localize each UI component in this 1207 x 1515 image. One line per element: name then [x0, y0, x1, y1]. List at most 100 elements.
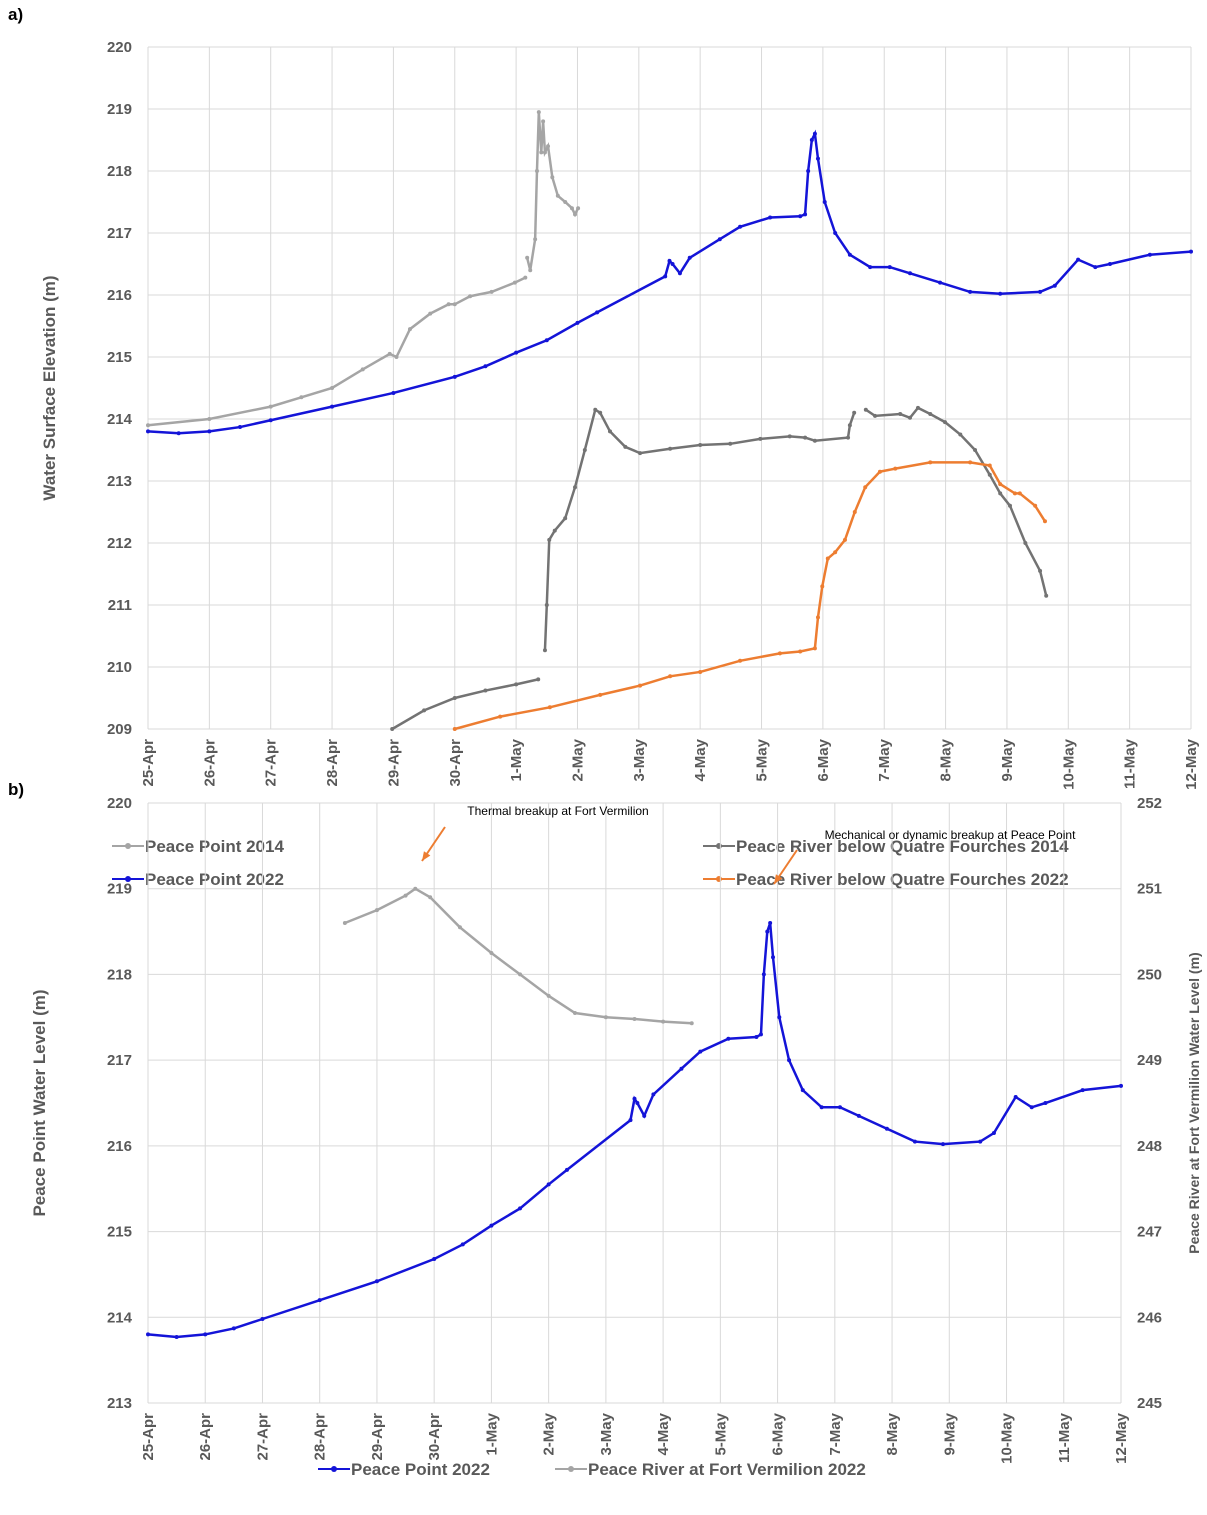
data-point — [754, 1035, 759, 1039]
data-point — [534, 169, 539, 173]
data-point — [544, 603, 549, 607]
data-point — [1189, 249, 1193, 254]
series-line — [147, 129, 1192, 435]
data-point — [809, 138, 814, 142]
y2-tick-label: 249 — [1137, 1052, 1162, 1069]
data-point — [1147, 252, 1152, 257]
data-point — [877, 469, 882, 474]
data-point — [595, 310, 600, 315]
data-point — [422, 708, 427, 713]
data-point — [514, 350, 519, 355]
legend-label: Peace River at Fort Vermilion 2022 — [588, 1460, 866, 1479]
data-point — [820, 584, 825, 589]
data-point — [635, 1101, 640, 1105]
data-point — [893, 466, 898, 471]
data-point — [299, 395, 304, 400]
data-point — [887, 265, 892, 270]
data-point — [651, 1092, 656, 1097]
data-point — [489, 1223, 494, 1228]
data-point — [146, 1332, 150, 1337]
data-point — [1042, 519, 1047, 524]
data-point — [533, 237, 538, 242]
data-point — [428, 895, 433, 900]
y-tick-label: 209 — [107, 721, 132, 738]
x-tick-label: 30-Apr — [447, 739, 464, 787]
data-point — [468, 294, 473, 299]
series-line — [147, 922, 1122, 1339]
data-point — [603, 1015, 608, 1020]
data-point — [912, 1139, 917, 1144]
data-point — [847, 423, 852, 428]
data-point — [978, 1139, 983, 1144]
x-tick-label: 10-May — [999, 1412, 1016, 1464]
data-point — [146, 423, 150, 428]
data-point — [550, 175, 555, 180]
x-tick-label: 9-May — [941, 1412, 958, 1455]
data-point — [489, 289, 494, 294]
data-point — [176, 431, 181, 436]
data-point — [539, 150, 544, 155]
data-point — [758, 1032, 763, 1037]
data-point — [1038, 289, 1043, 294]
data-point — [787, 1058, 792, 1063]
data-point — [518, 1206, 523, 1211]
data-point — [552, 528, 557, 533]
data-point — [391, 390, 396, 395]
data-point — [374, 1279, 379, 1284]
data-point — [403, 893, 408, 898]
y2-tick-label: 248 — [1137, 1138, 1162, 1155]
data-point — [623, 444, 628, 449]
data-point — [394, 355, 399, 359]
data-point — [1052, 283, 1057, 288]
data-point — [833, 231, 838, 235]
data-point — [489, 951, 494, 955]
x-tick-label: 5-May — [754, 738, 771, 781]
y-tick-label: 218 — [107, 163, 132, 180]
data-point — [991, 1131, 996, 1135]
data-point — [432, 1257, 437, 1261]
data-point — [582, 448, 587, 452]
data-point — [768, 921, 773, 925]
legend-marker — [125, 876, 131, 882]
data-point — [1023, 541, 1028, 545]
x-tick-label: 7-May — [876, 738, 893, 781]
x-tick-label: 1-May — [483, 1412, 500, 1455]
data-point — [642, 1113, 647, 1118]
data-point — [452, 302, 457, 307]
y-tick-label: 215 — [107, 1224, 132, 1241]
series-line — [391, 678, 539, 731]
data-point — [374, 908, 379, 913]
data-point — [483, 364, 488, 369]
y2-tick-label: 246 — [1137, 1309, 1162, 1326]
data-point — [815, 156, 820, 161]
data-point — [1008, 503, 1013, 508]
data-point — [787, 434, 792, 439]
data-point — [812, 438, 817, 443]
panel-label: b) — [8, 780, 24, 799]
data-point — [598, 692, 603, 697]
data-point — [546, 1182, 551, 1187]
data-point — [446, 302, 451, 307]
data-point — [915, 405, 920, 410]
data-point — [1038, 568, 1043, 573]
data-point — [761, 972, 766, 977]
data-point — [800, 1088, 805, 1093]
data-point — [598, 410, 603, 415]
data-point — [803, 435, 808, 440]
data-point — [317, 1298, 322, 1303]
data-point — [812, 646, 817, 651]
series-line — [525, 112, 580, 271]
data-point — [575, 320, 580, 325]
data-point — [668, 674, 673, 679]
data-point — [863, 485, 868, 490]
x-tick-label: 8-May — [884, 1412, 901, 1455]
data-point — [884, 1126, 889, 1131]
data-point — [638, 451, 643, 456]
x-tick-label: 6-May — [770, 1412, 787, 1455]
data-point — [546, 144, 551, 149]
series-line — [454, 461, 1047, 731]
data-point — [777, 1015, 782, 1020]
data-point — [1080, 1088, 1085, 1093]
data-point — [942, 420, 947, 425]
